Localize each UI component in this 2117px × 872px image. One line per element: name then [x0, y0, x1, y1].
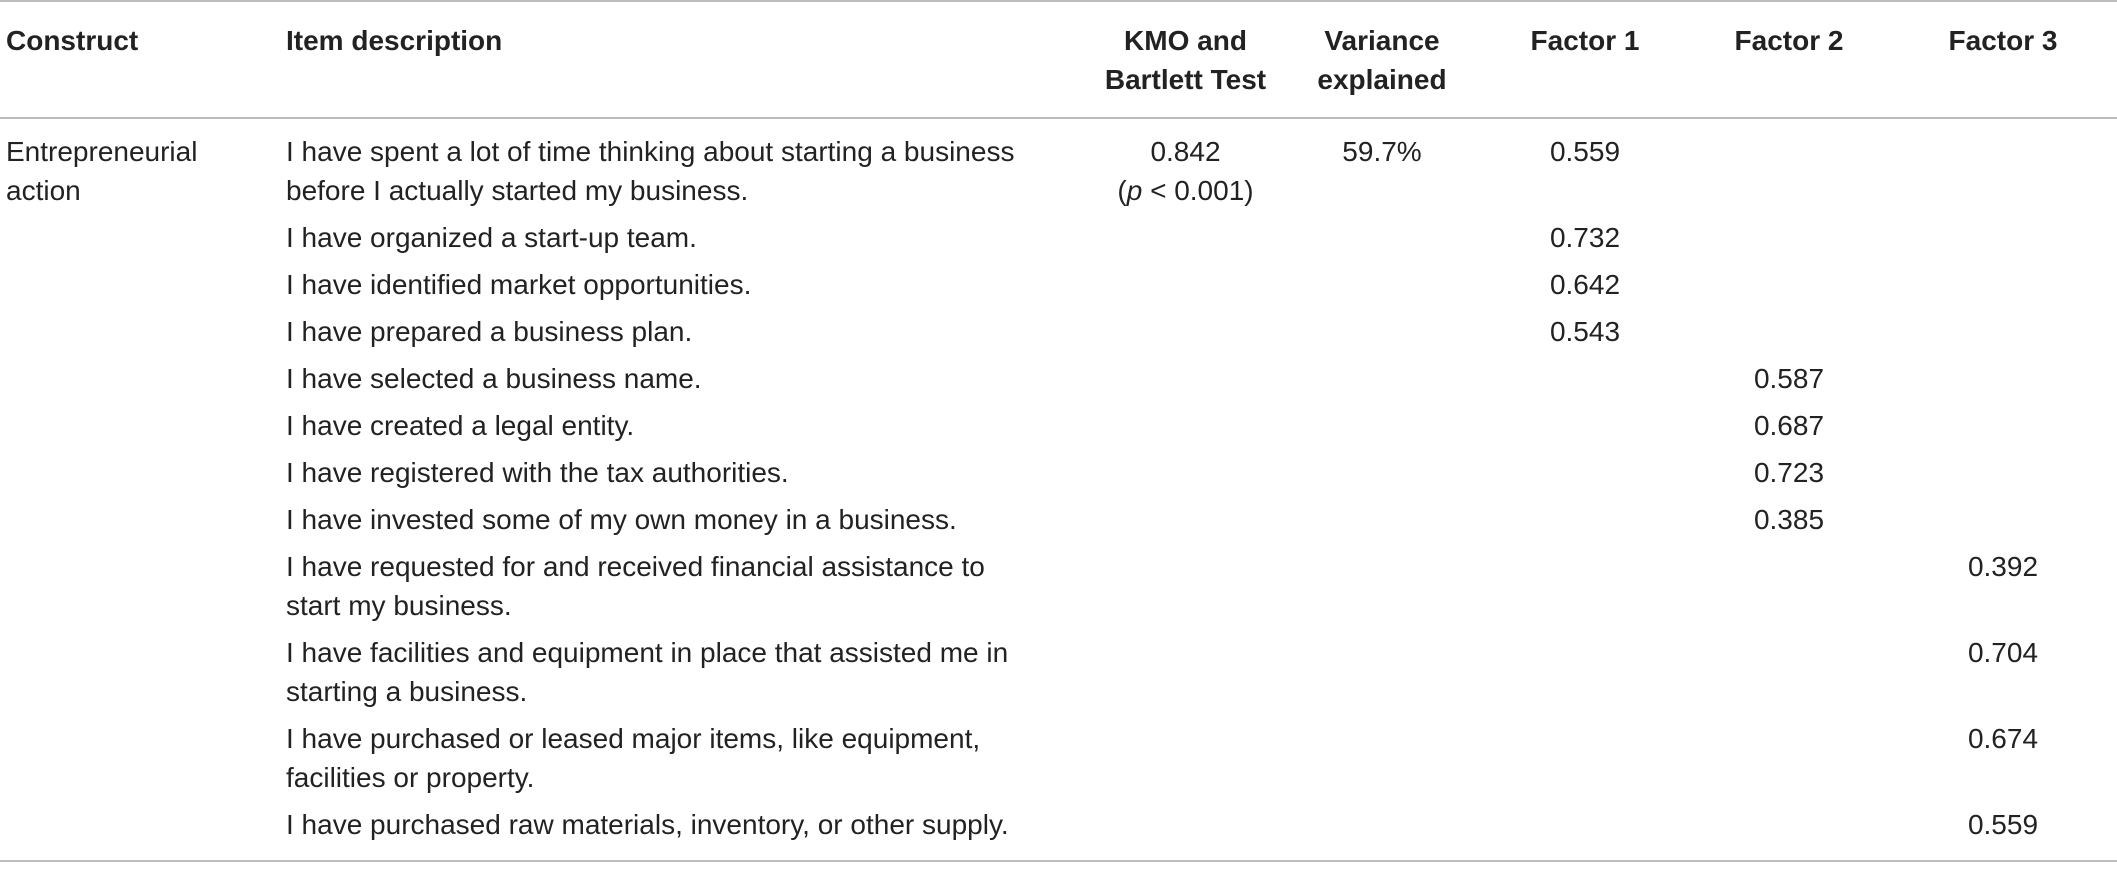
factor-2-cell: 0.723: [1753, 457, 1825, 488]
item-text-line2: start my business.: [286, 590, 512, 621]
factor-3-cell: [1889, 261, 2117, 308]
factor-2-cell: 0.687: [1753, 410, 1825, 441]
item-description-cell: I have registered with the tax authoriti…: [286, 457, 789, 488]
factor-3-cell: [1889, 118, 2117, 214]
table-row: I have facilities and equipment in place…: [0, 629, 2117, 715]
factor-3-cell: [1889, 308, 2117, 355]
item-text-line1: I have purchased or leased major items, …: [286, 723, 981, 754]
factor-2-cell: [1689, 118, 1889, 214]
factor-3-cell: [1889, 402, 2117, 449]
construct-line1: Entrepreneurial: [6, 136, 198, 167]
factor-1-cell: [1481, 543, 1689, 629]
factor-3-cell: [1889, 214, 2117, 261]
header-factor-1: Factor 1: [1530, 25, 1640, 56]
factor-2-cell: [1689, 308, 1889, 355]
item-description-cell: I have requested for and received financ…: [280, 543, 1088, 629]
header-kmo-line1: KMO and: [1124, 25, 1247, 56]
item-description-cell: I have created a legal entity.: [286, 410, 635, 441]
header-construct: Construct: [6, 25, 139, 56]
factor-2-cell: [1689, 261, 1889, 308]
table-row: I have registered with the tax authoriti…: [0, 449, 2117, 496]
factor-3-cell: 0.704: [1967, 637, 2039, 668]
header-kmo-line2: Bartlett Test: [1104, 64, 1267, 95]
table-header: Construct Item description KMO and Bartl…: [0, 1, 2117, 118]
item-description-cell: I have selected a business name.: [286, 363, 702, 394]
kmo-cell: 0.842 (p < 0.001): [1088, 118, 1283, 861]
factor-1-cell: [1481, 355, 1689, 402]
factor-2-cell: [1689, 543, 1889, 629]
table-body: Entrepreneurial action I have spent a lo…: [0, 118, 2117, 861]
factor-2-cell: 0.385: [1753, 504, 1825, 535]
item-text-line1: I have spent a lot of time thinking abou…: [286, 136, 1015, 167]
item-description-cell: I have purchased or leased major items, …: [280, 715, 1088, 801]
item-text-line2: before I actually started my business.: [286, 175, 749, 206]
factor-3-cell: 0.674: [1967, 723, 2039, 754]
factor-1-cell: [1481, 449, 1689, 496]
factor-2-cell: [1689, 715, 1889, 801]
kmo-value: 0.842: [1150, 136, 1221, 167]
factor-1-cell: [1481, 629, 1689, 715]
header-variance-explained: Variance explained: [1283, 1, 1481, 118]
factor-2-cell: [1689, 214, 1889, 261]
table-row: I have purchased or leased major items, …: [0, 715, 2117, 801]
factor-2-cell: 0.587: [1753, 363, 1825, 394]
item-description-cell: I have spent a lot of time thinking abou…: [280, 118, 1088, 214]
factor-1-cell: [1481, 402, 1689, 449]
item-description-cell: I have organized a start-up team.: [286, 222, 697, 253]
table-row: I have prepared a business plan. 0.543: [0, 308, 2117, 355]
item-description-cell: I have invested some of my own money in …: [286, 504, 957, 535]
factor-3-cell: [1889, 496, 2117, 543]
item-description-cell: I have prepared a business plan.: [286, 316, 693, 347]
factor-1-cell: 0.559: [1549, 136, 1621, 167]
factor-1-cell: 0.732: [1549, 222, 1621, 253]
table-row: I have organized a start-up team. 0.732: [0, 214, 2117, 261]
item-text-line2: facilities or property.: [286, 762, 535, 793]
table-row: I have identified market opportunities. …: [0, 261, 2117, 308]
factor-1-cell: [1481, 496, 1689, 543]
header-factor-2: Factor 2: [1734, 25, 1844, 56]
header-factor-3: Factor 3: [1948, 25, 2058, 56]
item-text-line2: starting a business.: [286, 676, 528, 707]
construct-line2: action: [6, 175, 81, 206]
factor-1-cell: 0.642: [1549, 269, 1621, 300]
header-item-description: Item description: [286, 25, 503, 56]
factor-2-cell: [1689, 629, 1889, 715]
item-text-line1: I have requested for and received financ…: [286, 551, 985, 582]
factor-1-cell: [1481, 715, 1689, 801]
item-description-cell: I have purchased raw materials, inventor…: [286, 809, 1009, 840]
variance-cell: 59.7%: [1342, 136, 1422, 167]
header-row: Construct Item description KMO and Bartl…: [0, 1, 2117, 118]
table-row: I have purchased raw materials, inventor…: [0, 801, 2117, 861]
header-variance-line2: explained: [1317, 64, 1447, 95]
kmo-p-open: (: [1117, 175, 1127, 206]
factor-2-cell: [1689, 801, 1889, 861]
factor-3-cell: [1889, 355, 2117, 402]
kmo-p-value: (p < 0.001): [1117, 175, 1253, 206]
factor-3-cell: [1889, 449, 2117, 496]
item-text-line1: I have facilities and equipment in place…: [286, 637, 1009, 668]
table-row: I have selected a business name. 0.587: [0, 355, 2117, 402]
kmo-p-symbol: p: [1126, 175, 1143, 206]
kmo-p-rest: < 0.001): [1142, 175, 1254, 206]
construct-cell: Entrepreneurial action: [0, 118, 280, 861]
table-row: Entrepreneurial action I have spent a lo…: [0, 118, 2117, 214]
header-kmo-bartlett: KMO and Bartlett Test: [1088, 1, 1283, 118]
item-description-cell: I have identified market opportunities.: [286, 269, 752, 300]
factor-1-cell: 0.543: [1549, 316, 1621, 347]
header-variance-line1: Variance: [1324, 25, 1440, 56]
factor-1-cell: [1481, 801, 1689, 861]
item-description-cell: I have facilities and equipment in place…: [280, 629, 1088, 715]
factor-3-cell: 0.392: [1967, 551, 2039, 582]
factor-3-cell: 0.559: [1967, 809, 2039, 840]
table-row: I have created a legal entity. 0.687: [0, 402, 2117, 449]
table-row: I have requested for and received financ…: [0, 543, 2117, 629]
table-row: I have invested some of my own money in …: [0, 496, 2117, 543]
